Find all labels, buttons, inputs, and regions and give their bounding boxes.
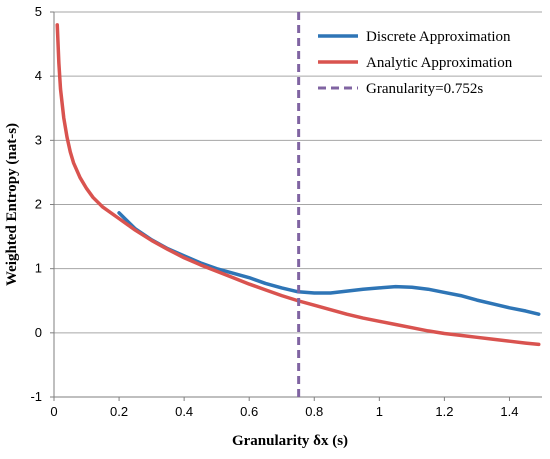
series-lines	[55, 12, 541, 397]
x-tick-label: 1	[376, 404, 383, 419]
y-tick-label: 3	[35, 132, 42, 147]
y-tick-labels: -1 0 1 2 3 4 5	[30, 4, 42, 404]
x-tick-label: 0.8	[305, 404, 323, 419]
x-tick-label: 0.4	[175, 404, 193, 419]
x-tick-label: 1.4	[500, 404, 518, 419]
y-tick-label: 0	[35, 325, 42, 340]
legend-label: Granularity=0.752s	[366, 81, 483, 97]
series-line	[55, 23, 541, 347]
legend-label: Discrete Approximation	[366, 29, 511, 45]
y-tick-label: 4	[35, 68, 42, 83]
y-axis-label: Weighted Entropy (nat-s)	[4, 123, 20, 286]
x-tick-labels: 0 0.2 0.4 0.6 0.8 1 1.2 1.4	[50, 404, 518, 419]
x-axis-label: Granularity δx (s)	[232, 433, 348, 449]
x-tick-label: 1.2	[435, 404, 453, 419]
legend: Discrete Approximation Analytic Approxima…	[318, 29, 513, 97]
series-line	[117, 211, 541, 316]
y-tick-label: 1	[35, 261, 42, 276]
x-tick-label: 0	[50, 404, 57, 419]
y-tick-label: -1	[30, 389, 42, 404]
legend-label: Analytic Approximation	[366, 55, 513, 71]
x-tick-label: 0.6	[240, 404, 258, 419]
y-tick-label: 2	[35, 197, 42, 212]
y-tick-label: 5	[35, 4, 42, 19]
x-tick-label: 0.2	[110, 404, 128, 419]
